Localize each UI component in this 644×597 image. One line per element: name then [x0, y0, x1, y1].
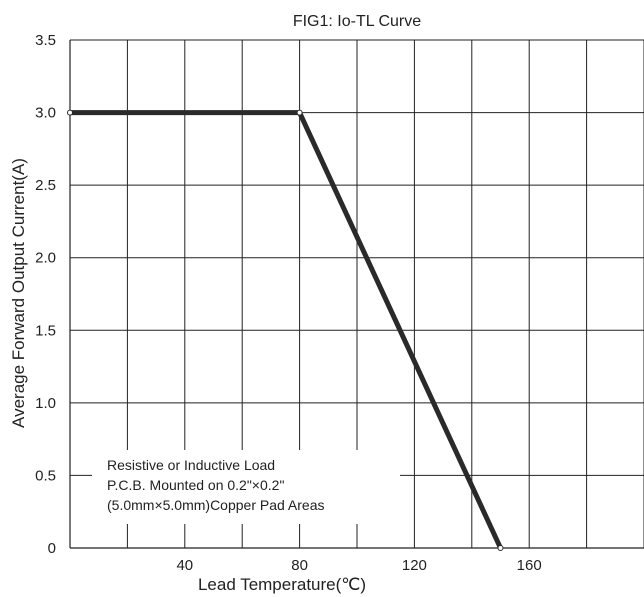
- y-axis-label: Average Forward Output Current(A): [9, 158, 28, 428]
- y-tick-label: 1.0: [35, 395, 56, 412]
- y-tick-label: 0.5: [35, 467, 56, 484]
- tick-labels: 0 0.5 1.0 1.5 2.0 2.5 3.0 3.5 40 80 120 160: [35, 32, 542, 574]
- annotation-line-3: (5.0mm×5.0mm)Copper Pad Areas: [107, 497, 324, 513]
- y-tick-label: 2.5: [35, 177, 56, 194]
- y-tick-label: 3.5: [35, 32, 56, 49]
- y-tick-label: 1.5: [35, 322, 56, 339]
- series-point: [67, 109, 73, 116]
- annotation-background: [92, 450, 400, 524]
- annotation-line-1: Resistive or Inductive Load: [107, 457, 275, 473]
- chart-title: FIG1: Io-TL Curve: [293, 13, 421, 30]
- y-tick-label: 0: [48, 540, 56, 557]
- x-tick-label: 160: [517, 557, 542, 574]
- y-tick-label: 2.0: [35, 250, 56, 267]
- y-tick-label: 3.0: [35, 105, 56, 122]
- series-point: [497, 545, 504, 551]
- x-tick-label: 120: [402, 557, 427, 574]
- x-axis-label: Lead Temperature(℃): [198, 575, 366, 594]
- x-tick-label: 40: [176, 557, 193, 574]
- series-point: [296, 109, 303, 116]
- series: [67, 109, 504, 551]
- x-tick-label: 80: [291, 557, 308, 574]
- annotation-line-2: P.C.B. Mounted on 0.2"×0.2": [107, 477, 284, 493]
